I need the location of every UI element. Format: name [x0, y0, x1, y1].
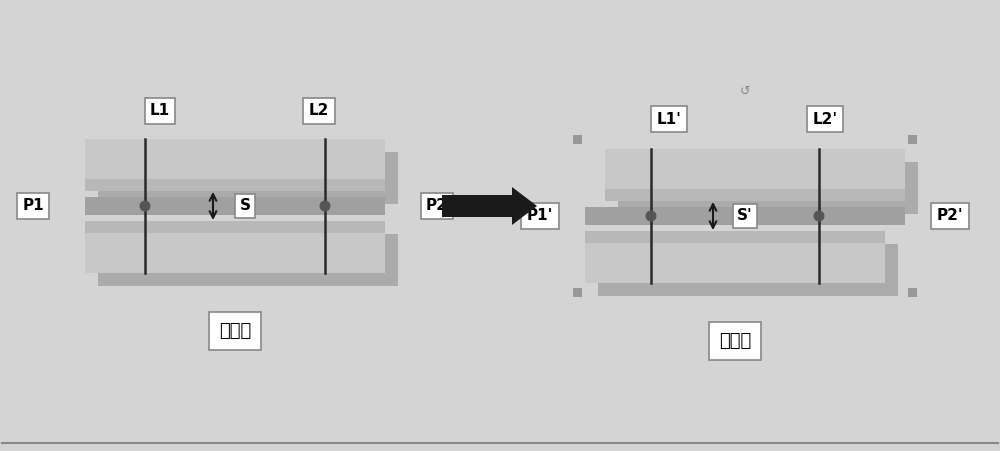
Text: 工件二: 工件二 [719, 332, 751, 350]
Bar [85, 139, 385, 191]
Bar [573, 135, 582, 144]
Text: 工件一: 工件一 [219, 322, 251, 340]
Bar [605, 149, 905, 201]
Text: L1: L1 [150, 103, 170, 119]
Text: L1': L1' [657, 111, 681, 126]
Text: ↺: ↺ [740, 84, 750, 97]
Text: L2': L2' [812, 111, 838, 126]
Text: P1': P1' [527, 208, 553, 224]
Bar [618, 162, 918, 214]
Bar [573, 288, 582, 297]
Text: S': S' [737, 208, 753, 224]
Bar [98, 152, 398, 204]
Bar [585, 207, 905, 225]
Bar [85, 197, 385, 215]
Circle shape [320, 201, 330, 212]
Bar [585, 231, 885, 283]
Circle shape [140, 201, 151, 212]
Bar [585, 231, 885, 243]
Circle shape [814, 211, 824, 221]
Bar [605, 189, 905, 201]
Bar [85, 221, 385, 273]
Circle shape [646, 211, 656, 221]
Text: P1: P1 [22, 198, 44, 213]
Bar [85, 221, 385, 233]
Bar [908, 288, 917, 297]
Text: P2: P2 [426, 198, 448, 213]
Bar [85, 179, 385, 191]
Bar [908, 135, 917, 144]
Text: P2': P2' [937, 208, 963, 224]
FancyArrow shape [442, 187, 537, 225]
Bar [98, 234, 398, 286]
Text: L2: L2 [309, 103, 329, 119]
Bar [598, 244, 898, 296]
Text: S: S [240, 198, 251, 213]
